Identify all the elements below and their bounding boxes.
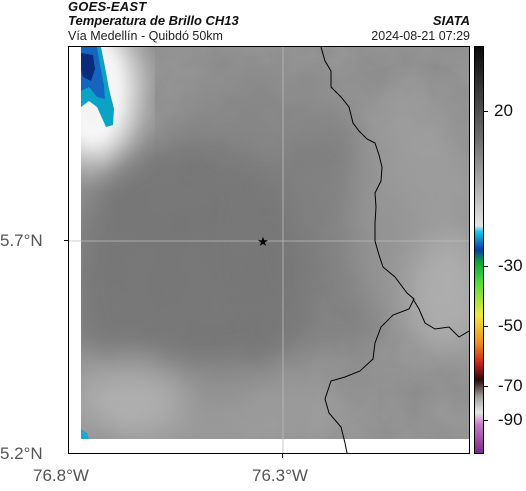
- cold-cloud-cluster: [69, 47, 137, 162]
- cb-tick-m90: [484, 420, 488, 421]
- lat-tick: [64, 240, 68, 241]
- lon-tick: [282, 454, 283, 458]
- satellite-map[interactable]: ★: [68, 46, 470, 454]
- map-header: GOES-EAST Temperatura de Brillo CH13 Vía…: [68, 0, 470, 46]
- secondary-border: [412, 298, 469, 338]
- map-canvas: ★: [69, 47, 469, 453]
- organization-label: SIATA: [432, 13, 470, 28]
- cloud-shading: [69, 77, 469, 447]
- cb-label-m70: -70: [498, 376, 523, 395]
- lat-label-5-7: 5.7°N: [0, 231, 43, 250]
- lon-label-76-8: 76.8°W: [33, 466, 89, 485]
- cb-label-m50: -50: [498, 316, 523, 335]
- cb-label-m90: -90: [498, 410, 523, 429]
- timestamp: 2024-08-21 07:29: [371, 29, 470, 43]
- cb-tick-m70: [484, 386, 488, 387]
- star-icon[interactable]: ★: [257, 235, 269, 250]
- cb-tick-m50: [484, 326, 488, 327]
- cb-tick-m30: [484, 266, 488, 267]
- colorbar: [474, 46, 484, 454]
- cb-label-m30: -30: [498, 256, 523, 275]
- colorbar-gradient: [475, 47, 483, 453]
- lon-label-76-3: 76.3°W: [252, 466, 308, 485]
- cold-pixel-bottom: [81, 429, 89, 439]
- route-subtitle: Vía Medellín - Quibdó 50km: [68, 29, 223, 43]
- lat-label-5-2: 5.2°N: [0, 444, 43, 463]
- cb-label-20: 20: [494, 101, 513, 120]
- no-data-bottom: [69, 439, 469, 453]
- cb-tick-20: [484, 111, 488, 112]
- satellite-name: GOES-EAST: [68, 0, 147, 14]
- department-border: [320, 47, 415, 453]
- product-title: Temperatura de Brillo CH13: [68, 13, 239, 28]
- no-data-left: [69, 47, 81, 453]
